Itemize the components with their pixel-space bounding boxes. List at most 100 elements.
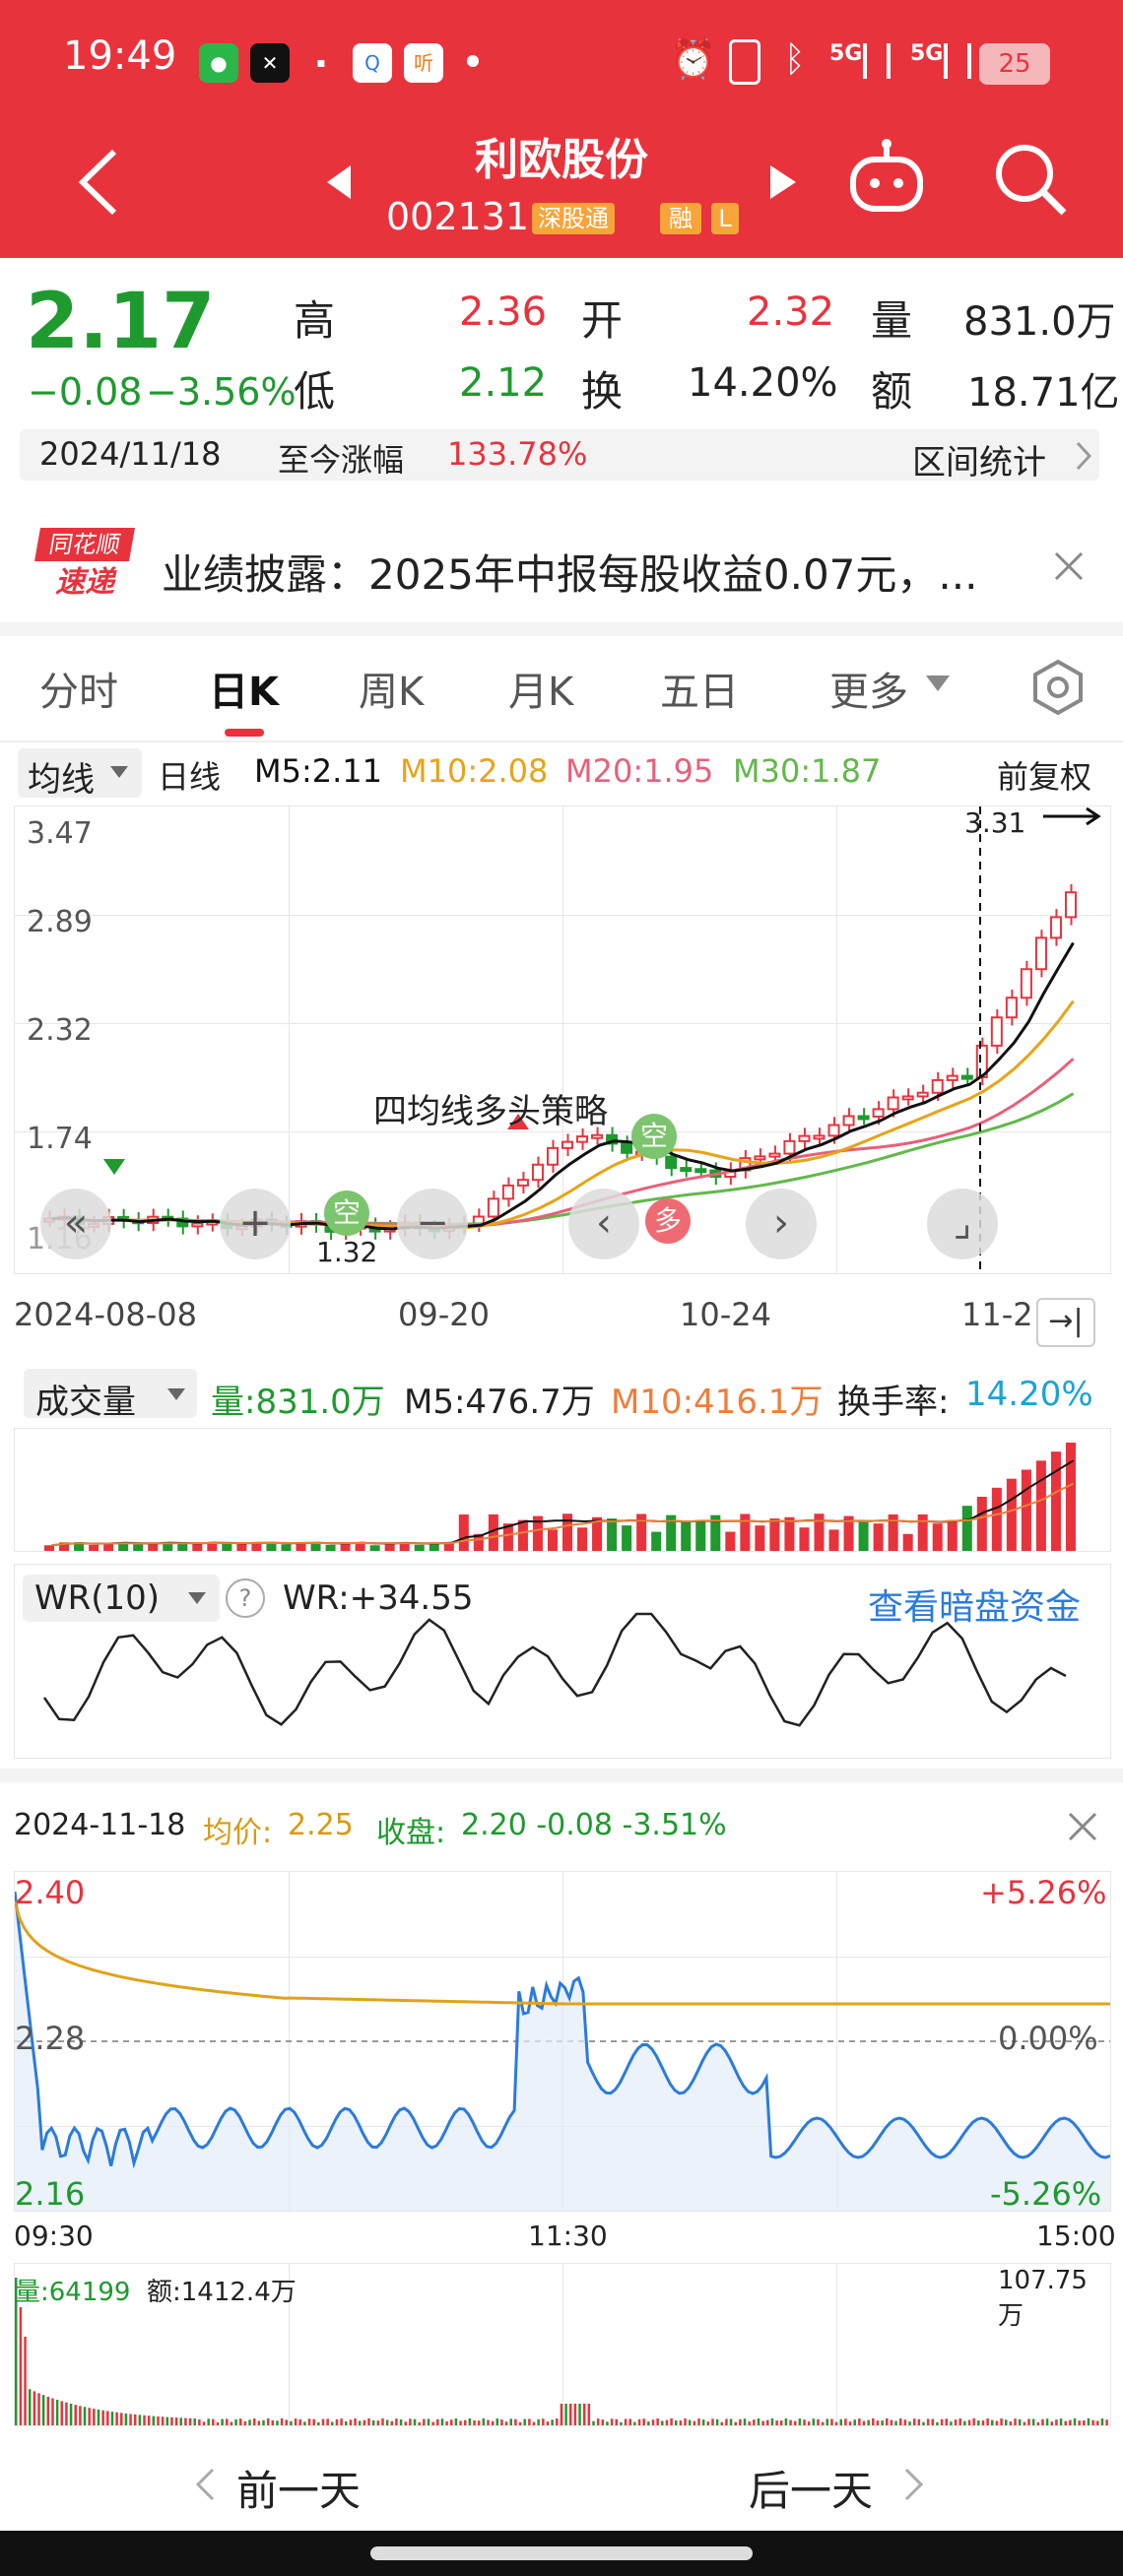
volume-bar [814, 1513, 825, 1551]
intraday-volume-chart[interactable]: 量:64199 额:1412.4万 107.75万 [14, 2263, 1111, 2426]
intraday-volume-bar [853, 2419, 856, 2425]
intraday-volume-bar [1100, 2418, 1104, 2425]
kong-tag-1[interactable]: 空 [324, 1191, 369, 1236]
intraday-volume-bar [207, 2418, 210, 2425]
intra-t-start: 09:30 [14, 2220, 94, 2252]
volume-bar [636, 1513, 647, 1551]
zoom-out-button[interactable]: − [397, 1189, 468, 1259]
price-adjust-toggle[interactable]: 前复权 [997, 758, 1092, 796]
intraday-volume-bar [335, 2418, 339, 2425]
intraday-volume-bar [79, 2406, 82, 2425]
tab-daily-k[interactable]: 日K [209, 670, 279, 715]
kline-chart[interactable]: 3.47 2.89 2.32 1.74 1.16 3.31 1.32 四均线多头… [14, 805, 1111, 1274]
intraday-close-label: 收盘: [376, 1816, 446, 1850]
robot-assistant-icon[interactable] [847, 138, 926, 217]
amount-label: 额 [871, 367, 913, 416]
close-icon[interactable] [1054, 551, 1084, 581]
wr-indicator-select[interactable]: WR(10) [23, 1575, 220, 1622]
fullscreen-button[interactable]: ⌟ [927, 1189, 998, 1259]
intraday-volume-bar [739, 2418, 742, 2425]
intraday-volume-bar [1009, 2421, 1013, 2425]
intraday-volume-bar [317, 2421, 320, 2425]
intraday-volume-bar [715, 2418, 719, 2425]
gain-value: 133.78% [447, 435, 588, 473]
zoom-in-button[interactable]: + [220, 1189, 291, 1259]
volume-bar [991, 1487, 1002, 1551]
dark-pool-link[interactable]: 查看暗盘资金 [868, 1587, 1082, 1628]
intraday-volume-bar [720, 2421, 724, 2425]
candle-body [1020, 968, 1032, 999]
intraday-volume-bar [601, 2419, 605, 2425]
tab-five-day[interactable]: 五日 [660, 670, 739, 715]
y-tick-2: 2.32 [27, 1013, 93, 1048]
intraday-volume-bar [844, 2418, 847, 2425]
wr-indicator-label: WR(10) [34, 1578, 161, 1618]
news-banner[interactable]: 同花顺 速递 业绩披露：2025年中报每股收益0.07元，... [0, 492, 1123, 620]
zoom-fast-left-button[interactable]: « [40, 1189, 111, 1259]
volume-bar [740, 1513, 751, 1551]
strategy-label[interactable]: 四均线多头策略 [373, 1092, 608, 1131]
prev-day-button[interactable]: 前一天 [236, 2467, 362, 2515]
wr-panel[interactable]: WR(10) ? WR:+34.55 查看暗盘资金 [14, 1564, 1111, 1759]
amount-value: 18.71亿 [967, 370, 1120, 416]
kong-tag-2[interactable]: 空 [631, 1114, 677, 1159]
intraday-chart[interactable]: 2.40 2.28 2.16 +5.26% 0.00% -5.26% [14, 1871, 1111, 2213]
intraday-volume-bar [839, 2418, 842, 2425]
intraday-close: 2.20 -0.08 -3.51% [461, 1808, 727, 1842]
ma-period[interactable]: 日线 [158, 758, 222, 796]
range-stats-bar[interactable]: 2024/11/18 至今涨幅 133.78% 区间统计 [20, 429, 1099, 483]
intraday-volume-bar [615, 2418, 619, 2425]
next-stock-icon[interactable] [770, 165, 796, 199]
intraday-volume-bar [706, 2421, 710, 2425]
volume-bar [961, 1506, 972, 1551]
intraday-volume-bar [115, 2412, 118, 2425]
home-indicator[interactable] [370, 2546, 753, 2560]
back-icon[interactable] [75, 148, 124, 217]
candle-body [931, 1078, 944, 1094]
news-text[interactable]: 业绩披露：2025年中报每股收益0.07元，... [162, 550, 978, 599]
volume-bar [74, 1542, 85, 1551]
tab-more[interactable]: 更多 [829, 670, 908, 715]
volume-indicator-select[interactable]: 成交量 [24, 1369, 197, 1422]
next-day-button[interactable]: 后一天 [749, 2467, 874, 2515]
intraday-volume-bar [487, 2419, 490, 2425]
volume-bar [133, 1544, 144, 1551]
candle-body [901, 1095, 914, 1101]
pan-left-button[interactable]: ‹ [568, 1189, 639, 1259]
help-icon[interactable]: ? [226, 1578, 265, 1618]
intraday-volume-bar [757, 2418, 760, 2425]
vol-value: 量:831.0万 [211, 1383, 385, 1422]
intraday-volume-bar [789, 2419, 792, 2425]
range-stats-link[interactable]: 区间统计 [912, 443, 1046, 483]
capcut-icon: ✕ [250, 43, 290, 83]
signal-5g-b-icon: 5G [910, 41, 944, 66]
volume-chart[interactable] [14, 1428, 1111, 1552]
ma-indicator-label: 均线 [28, 760, 95, 800]
intraday-volume-bar [628, 2418, 631, 2425]
intraday-volume-bar [312, 2418, 315, 2425]
intraday-volume-bar [477, 2420, 481, 2425]
pan-right-button[interactable]: › [746, 1189, 817, 1259]
x-tick-3: 11-2 [961, 1296, 1033, 1333]
intraday-volume-bar [83, 2407, 87, 2425]
duo-tag[interactable]: 多 [645, 1198, 691, 1244]
candle-body [606, 1133, 619, 1145]
intraday-volume-bar [404, 2421, 407, 2425]
ma-indicator-select[interactable]: 均线 [18, 748, 142, 800]
tab-intraday[interactable]: 分时 [39, 670, 118, 715]
intraday-volume-bar [1045, 2418, 1049, 2425]
tab-weekly-k[interactable]: 周K [359, 670, 425, 715]
settings-icon[interactable] [1028, 658, 1088, 717]
l-badge: L [711, 203, 739, 234]
tab-monthly-k[interactable]: 月K [508, 670, 574, 715]
intraday-close-icon[interactable] [1068, 1812, 1097, 1841]
prev-stock-icon[interactable] [327, 165, 353, 199]
intraday-volume-bar [326, 2418, 329, 2425]
volume-bar [251, 1541, 262, 1551]
candle-body [531, 1163, 544, 1182]
volume-bar [1050, 1451, 1061, 1551]
intraday-volume-bar [610, 2418, 614, 2425]
intraday-volume-bar [473, 2419, 476, 2425]
search-icon[interactable] [993, 142, 1068, 217]
jump-latest-icon[interactable]: →| [1036, 1298, 1095, 1347]
